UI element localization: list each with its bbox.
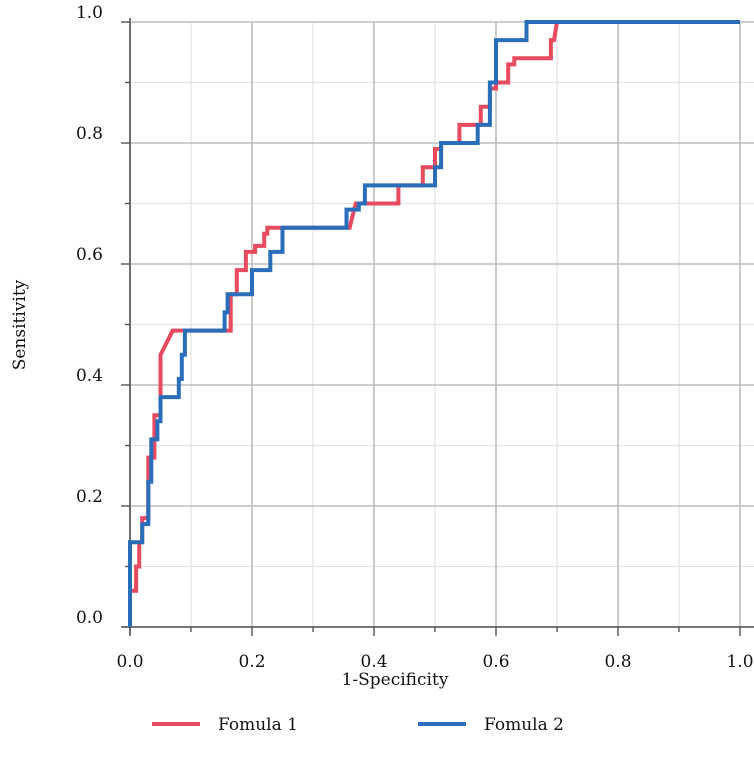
x-tick-label: 0.0 xyxy=(116,652,143,672)
legend-label-fomula-1: Fomula 1 xyxy=(218,715,298,735)
x-tick-label: 1.0 xyxy=(726,652,753,672)
y-tick-label: 0.0 xyxy=(76,608,103,628)
tick-labels: 0.0 0.2 0.4 0.6 0.8 1.0 0.0 0.2 0.4 0.6 0.8 1.0 xyxy=(76,3,754,672)
x-tick-label: 0.6 xyxy=(482,652,509,672)
minor-gridlines xyxy=(130,22,754,627)
y-axis-title: Sensitivity xyxy=(10,279,30,370)
series-layer xyxy=(128,20,740,627)
y-tick-label: 0.6 xyxy=(76,245,103,265)
x-axis-title: 1-Specificity xyxy=(342,670,449,690)
y-tick-label: 0.2 xyxy=(76,487,103,507)
axes xyxy=(121,18,754,636)
y-tick-label: 0.8 xyxy=(76,124,103,144)
legend: Fomula 1 Fomula 2 xyxy=(152,715,564,735)
x-tick-label: 0.8 xyxy=(604,652,631,672)
series-line-2 xyxy=(128,20,740,627)
x-tick-label: 0.2 xyxy=(238,652,265,672)
y-tick-label: 1.0 xyxy=(76,3,103,23)
y-tick-label: 0.4 xyxy=(76,366,103,386)
x-tick-label: 0.4 xyxy=(360,652,387,672)
legend-label-fomula-2: Fomula 2 xyxy=(484,715,564,735)
